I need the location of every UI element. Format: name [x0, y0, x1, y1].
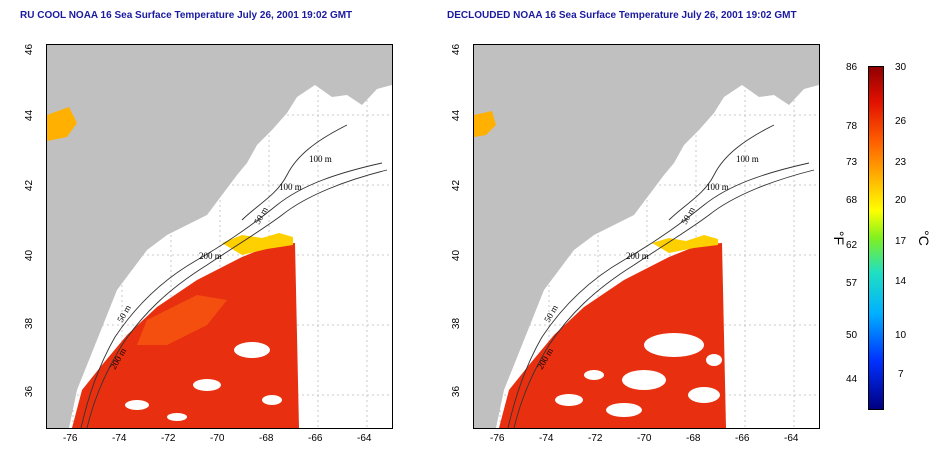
x-tick-label: -68 — [686, 433, 701, 444]
colorbar-f-label: 86 — [846, 62, 858, 73]
isobath-label: 100 m — [309, 154, 332, 164]
colorbar-unit-c: °C — [915, 230, 932, 246]
y-tick-label: 36 — [24, 385, 36, 398]
colorbar-f-label: 44 — [846, 374, 858, 385]
colorbar-c-label: 17 — [895, 236, 907, 247]
x-tick-label: -72 — [588, 433, 603, 444]
panel-title-right: DECLOUDED NOAA 16 Sea Surface Temperatur… — [447, 10, 797, 21]
x-tick-label: -70 — [210, 433, 225, 444]
isobath-label: 100 m — [736, 154, 759, 164]
x-tick-label: -64 — [784, 433, 799, 444]
x-tick-label: -68 — [259, 433, 274, 444]
colorbar-f-label: 62 — [846, 240, 858, 251]
colorbar-c-label: 7 — [898, 369, 904, 380]
isobath-label: 200 m — [626, 251, 649, 261]
colorbar-f-label: 57 — [846, 278, 858, 289]
cloud-gaps — [125, 342, 282, 421]
x-tick-label: -70 — [637, 433, 652, 444]
y-tick-label: 42 — [24, 179, 36, 192]
isobath-label: 100 m — [279, 182, 302, 192]
y-tick-label: 38 — [451, 317, 463, 330]
x-tick-label: -64 — [357, 433, 372, 444]
panel-title-left: RU COOL NOAA 16 Sea Surface Temperature … — [20, 10, 353, 21]
x-tick-label: -76 — [490, 433, 505, 444]
y-tick-label: 44 — [24, 109, 36, 122]
isobath-label: 100 m — [706, 182, 729, 192]
y-tick-label: 46 — [24, 43, 36, 56]
colorbar-c-label: 26 — [895, 116, 907, 127]
colorbar-f-label: 68 — [846, 195, 858, 206]
isobath-label: 50 m — [115, 303, 133, 324]
x-tick-label: -72 — [161, 433, 176, 444]
colorbar-c-label: 30 — [895, 62, 907, 73]
isobath-contours — [80, 124, 388, 428]
land-mass — [474, 45, 819, 428]
x-tick-label: -76 — [63, 433, 78, 444]
colorbar-f-label: 50 — [846, 330, 858, 341]
colorbar-f-label: 78 — [846, 121, 858, 132]
isobath-label: 50 m — [542, 303, 560, 324]
cloud-gaps — [555, 333, 722, 417]
temperature-colorbar — [868, 66, 884, 410]
y-tick-label: 38 — [24, 317, 36, 330]
land-mass — [47, 45, 392, 428]
y-tick-label: 46 — [451, 43, 463, 56]
y-tick-label: 40 — [24, 249, 36, 262]
isobath-label: 200 m — [199, 251, 222, 261]
sst-map-left: 100 m 100 m 50 m 200 m 50 m 200 m — [46, 44, 393, 429]
y-tick-label: 36 — [451, 385, 463, 398]
x-tick-label: -74 — [539, 433, 554, 444]
y-tick-label: 40 — [451, 249, 463, 262]
colorbar-c-label: 20 — [895, 195, 907, 206]
sst-map-right-graphic: 100 m 100 m 50 m 200 m 50 m 200 m — [474, 45, 819, 428]
colorbar-c-label: 10 — [895, 330, 907, 341]
x-tick-label: -74 — [112, 433, 127, 444]
colorbar-unit-f: °F — [831, 230, 848, 246]
x-tick-label: -66 — [308, 433, 323, 444]
isobath-contours — [507, 124, 815, 428]
y-tick-label: 44 — [451, 109, 463, 122]
sst-warm-water — [499, 243, 726, 428]
colorbar-c-label: 14 — [895, 276, 907, 287]
sst-map-right: 100 m 100 m 50 m 200 m 50 m 200 m — [473, 44, 820, 429]
sst-map-left-graphic: 100 m 100 m 50 m 200 m 50 m 200 m — [47, 45, 392, 428]
colorbar-f-label: 73 — [846, 157, 858, 168]
x-tick-label: -66 — [735, 433, 750, 444]
y-tick-label: 42 — [451, 179, 463, 192]
colorbar-c-label: 23 — [895, 157, 907, 168]
